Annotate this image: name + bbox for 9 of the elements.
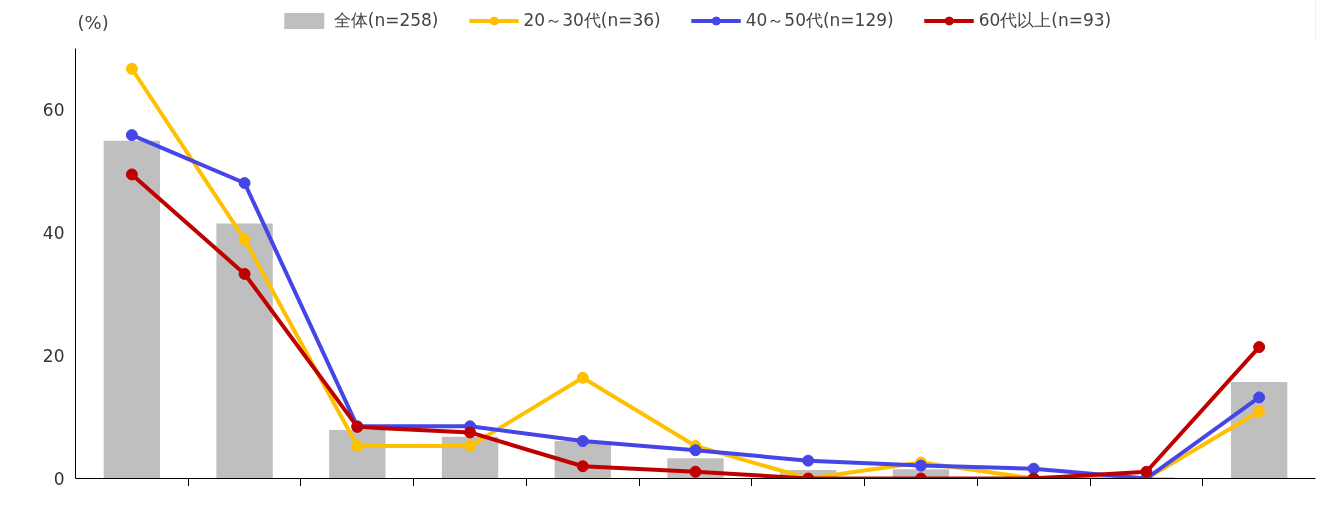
y-tick-label: 40 <box>42 223 65 244</box>
y-tick-label: 0 <box>53 469 65 489</box>
legend-label: 20～30代(n=36) <box>523 8 661 32</box>
y-tick-label: 60 <box>42 100 65 121</box>
legend-label: 全体(n=258) <box>333 8 439 32</box>
y-axis-title: (%) <box>77 11 109 33</box>
legend-label: 60代以上(n=93) <box>978 8 1112 32</box>
y-tick-label: 20 <box>42 346 65 367</box>
legend-label: 40～50代(n=129) <box>745 8 894 32</box>
